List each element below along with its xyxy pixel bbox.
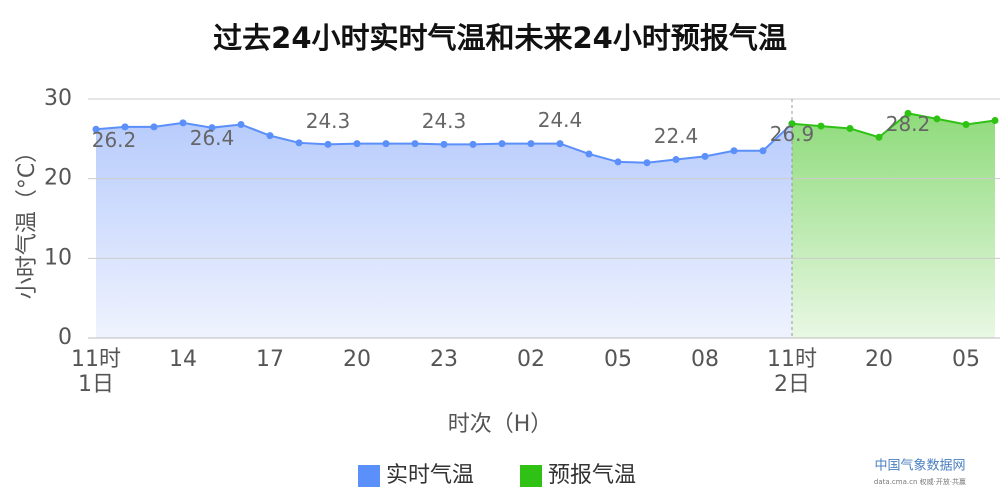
x-tick-label: 20: [343, 347, 371, 372]
point: [585, 150, 593, 158]
x-tick-label: 14: [169, 347, 197, 372]
data-label: 26.4: [190, 126, 235, 150]
point: [382, 140, 390, 148]
point: [237, 120, 245, 128]
data-label: 28.2: [886, 112, 931, 136]
point: [759, 147, 767, 155]
point: [962, 120, 970, 128]
point: [498, 140, 506, 148]
data-label: 26.2: [92, 128, 137, 152]
point: [266, 132, 274, 140]
point: [701, 152, 709, 160]
chart-title: 过去24小时实时气温和未来24小时预报气温: [213, 21, 787, 55]
brand: 中国气象数据网: [874, 458, 965, 474]
data-label: 22.4: [654, 124, 699, 148]
x-tick-label: 17: [256, 347, 284, 372]
x-tick-label: 11时: [767, 347, 817, 372]
y-tick-label: 30: [44, 86, 72, 111]
x-tick-label: 02: [517, 347, 545, 372]
point: [411, 140, 419, 148]
point: [672, 156, 680, 164]
point: [527, 140, 535, 148]
point: [440, 140, 448, 148]
point: [208, 124, 216, 132]
x-tick-label: 05: [952, 347, 980, 372]
line: [791, 112, 996, 139]
x-axis-title: 时次（H）: [448, 412, 553, 437]
legend-label: 预报气温: [548, 463, 636, 488]
x-tick-label: 23: [430, 347, 458, 372]
x-tick-sublabel: 1日: [78, 372, 114, 397]
point: [643, 159, 651, 167]
point: [92, 125, 100, 133]
data-label: 26.9: [770, 122, 815, 146]
data-label: 24.4: [538, 108, 583, 132]
x-tick-label: 20: [865, 347, 893, 372]
point: [556, 140, 564, 148]
point: [324, 140, 332, 148]
brand-sub: data.cma.cn 权威·开放·共赢: [874, 477, 966, 486]
data-label: 24.3: [306, 109, 351, 133]
y-tick-label: 10: [44, 245, 72, 270]
point: [875, 133, 883, 141]
point: [846, 124, 854, 132]
data-label: 24.3: [422, 109, 467, 133]
point: [614, 158, 622, 166]
point: [730, 147, 738, 155]
point: [121, 123, 129, 131]
point: [179, 119, 187, 127]
legend-swatch: [520, 465, 542, 487]
point: [353, 140, 361, 148]
x-tick-label: 05: [604, 347, 632, 372]
area: [96, 122, 792, 339]
legend-swatch: [358, 465, 380, 487]
point: [933, 115, 941, 123]
legend-label: 实时气温: [386, 463, 474, 488]
x-tick-label: 08: [691, 347, 719, 372]
y-tick-label: 0: [58, 325, 72, 350]
point: [469, 140, 477, 148]
y-tick-label: 20: [44, 166, 72, 191]
point: [817, 122, 825, 130]
area: [792, 113, 995, 338]
x-tick-label: 11时: [71, 347, 121, 372]
point: [904, 109, 912, 117]
y-axis-title: 小时气温（°C）: [15, 141, 40, 299]
point: [150, 123, 158, 131]
point: [788, 120, 796, 128]
point: [991, 117, 999, 125]
point: [295, 139, 303, 147]
x-tick-sublabel: 2日: [774, 372, 810, 397]
